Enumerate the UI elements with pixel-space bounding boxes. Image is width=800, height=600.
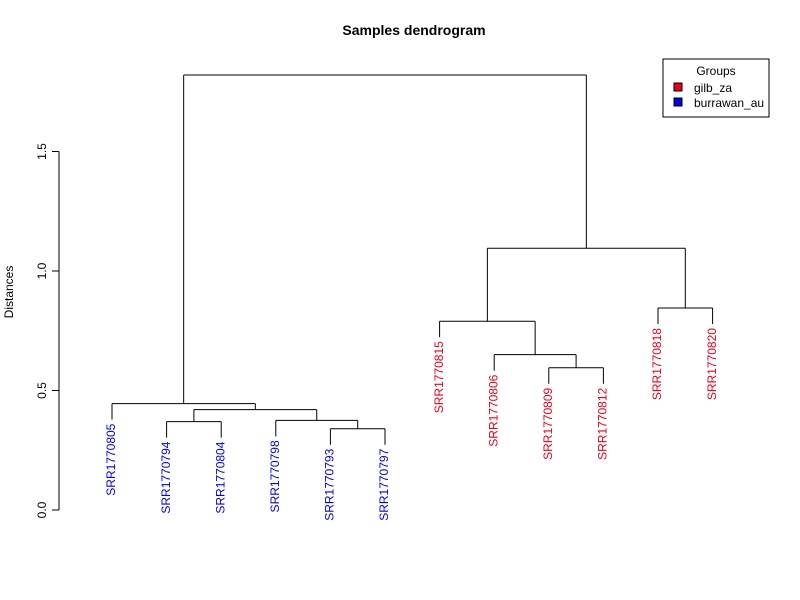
- leaf-label: SRR1770797: [377, 448, 391, 520]
- y-tick-label: 0.5: [35, 382, 49, 399]
- y-tick-label: 1.5: [35, 143, 49, 160]
- legend-swatch-gilb-za: [673, 82, 683, 92]
- leaf-label: SRR1770806: [486, 374, 500, 446]
- leaf-label: SRR1770798: [268, 440, 282, 512]
- leaf-label: SRR1770794: [159, 441, 173, 513]
- leaf-labels: SRR1770805 SRR1770794 SRR1770804 SRR1770798…: [104, 328, 719, 521]
- leaf-label: SRR1770820: [705, 328, 719, 400]
- y-tick-label: 0.0: [35, 501, 49, 518]
- chart-title: Samples dendrogram: [342, 22, 485, 38]
- leaf-label: SRR1770805: [104, 423, 118, 495]
- y-axis: 0.0 0.5 1.0 1.5: [35, 143, 60, 518]
- legend: Groups gilb_za burrawan_au: [662, 58, 770, 118]
- legend-label-gilb-za: gilb_za: [694, 81, 732, 95]
- y-tick-label: 1.0: [35, 262, 49, 279]
- dendrogram-tree: [111, 74, 714, 445]
- leaf-label: SRR1770804: [213, 441, 227, 513]
- leaf-label: SRR1770818: [650, 328, 664, 400]
- leaf-label: SRR1770812: [596, 387, 610, 459]
- legend-title: Groups: [696, 64, 735, 78]
- leaf-label: SRR1770815: [432, 341, 446, 413]
- leaf-label: SRR1770793: [323, 448, 337, 520]
- legend-label-burrawan-au: burrawan_au: [694, 96, 764, 110]
- y-axis-label: Distances: [2, 266, 16, 319]
- legend-swatch-burrawan-au: [673, 97, 683, 107]
- leaf-label: SRR1770809: [541, 387, 555, 459]
